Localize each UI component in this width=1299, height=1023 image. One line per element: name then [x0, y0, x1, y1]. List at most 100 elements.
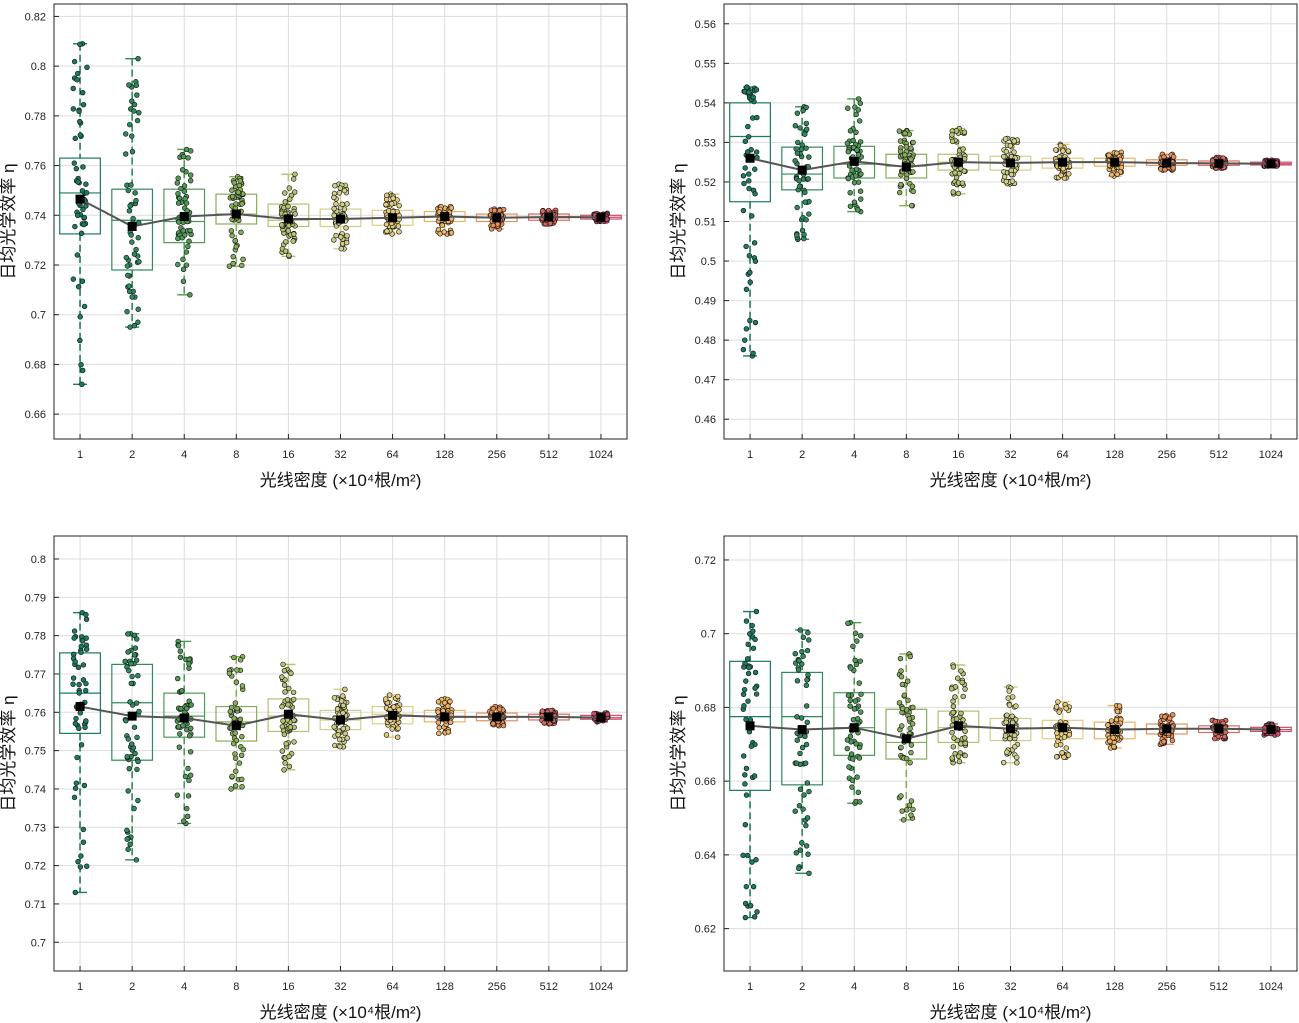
- sample-point: [1111, 743, 1117, 750]
- sample-point: [83, 718, 89, 724]
- sample-point: [751, 914, 758, 920]
- sample-point: [741, 753, 747, 759]
- sample-point: [73, 715, 79, 722]
- sample-point: [1006, 702, 1013, 708]
- x-tick-label: 2: [799, 981, 805, 993]
- sample-point: [754, 114, 760, 121]
- sample-point: [855, 789, 862, 796]
- sample-point: [847, 697, 853, 703]
- sample-point: [740, 852, 746, 859]
- sample-point: [74, 754, 80, 761]
- sample-point: [383, 201, 389, 208]
- sample-point: [131, 652, 138, 658]
- sample-point: [747, 317, 753, 324]
- sample-point: [907, 653, 913, 660]
- sample-point: [792, 123, 799, 129]
- sample-point: [72, 889, 79, 896]
- sample-point: [960, 693, 966, 700]
- sample-point: [291, 717, 297, 723]
- sample-point: [336, 190, 343, 196]
- sample-point: [845, 105, 851, 111]
- sample-points: [70, 41, 90, 388]
- sample-point: [175, 175, 181, 181]
- y-tick-label: 0.66: [695, 776, 716, 788]
- sample-point: [949, 138, 956, 145]
- sample-point: [180, 266, 187, 272]
- sample-point: [442, 700, 448, 706]
- x-tick-label: 256: [1158, 981, 1176, 993]
- sample-point: [180, 722, 186, 729]
- sample-point: [804, 647, 811, 654]
- mean-marker: [388, 710, 398, 720]
- sample-point: [131, 632, 138, 638]
- sample-point: [1108, 718, 1115, 724]
- chart-panel-2: 0.46 0.47 0.48 0.49 0.5 0.51 0.52 0.53 0.54 0.55 0…: [669, 3, 1298, 490]
- sample-point: [857, 139, 864, 145]
- sample-point: [1161, 738, 1167, 745]
- y-tick-label: 0.82: [25, 11, 46, 23]
- x-tick-label: 4: [181, 981, 187, 993]
- sample-point: [80, 206, 86, 213]
- sample-point: [279, 723, 286, 730]
- sample-point: [133, 857, 140, 863]
- sample-point: [123, 717, 129, 724]
- sample-point: [181, 183, 188, 189]
- sample-point: [1002, 733, 1009, 739]
- x-tick-label: 8: [233, 449, 239, 461]
- sample-point: [124, 754, 130, 760]
- mean-marker: [1214, 158, 1224, 168]
- sample-point: [283, 741, 289, 747]
- x-tick-label: 1: [747, 449, 753, 461]
- sample-point: [337, 185, 344, 191]
- sample-point: [287, 724, 294, 730]
- sample-point: [805, 176, 811, 182]
- sample-point: [847, 703, 853, 709]
- sample-point: [742, 138, 749, 145]
- sample-point: [1212, 735, 1218, 742]
- sample-point: [752, 669, 759, 676]
- sample-point: [383, 192, 390, 199]
- sample-point: [395, 223, 402, 229]
- sample-point: [77, 118, 83, 125]
- sample-point: [855, 152, 862, 158]
- sample-point: [286, 185, 293, 191]
- sample-point: [742, 900, 749, 907]
- sample-point: [1055, 699, 1061, 705]
- sample-point: [286, 252, 292, 259]
- sample-points: [174, 146, 194, 298]
- sample-point: [229, 773, 235, 780]
- sample-point: [188, 702, 194, 708]
- sample-point: [1009, 178, 1016, 184]
- sample-point: [187, 772, 194, 778]
- sample-point: [794, 150, 801, 156]
- mean-marker: [440, 712, 450, 722]
- sample-point: [183, 249, 190, 255]
- y-tick-label: 0.8: [31, 61, 46, 73]
- sample-point: [126, 208, 133, 214]
- sample-point: [749, 213, 755, 219]
- sample-point: [743, 678, 749, 684]
- sample-point: [439, 222, 445, 228]
- y-tick-label: 0.7: [31, 310, 46, 322]
- sample-point: [908, 145, 914, 151]
- sample-point: [1066, 171, 1072, 177]
- box-2: [111, 631, 154, 863]
- sample-point: [853, 166, 860, 172]
- mean-marker: [953, 157, 963, 167]
- sample-point: [801, 231, 807, 238]
- sample-point: [131, 724, 138, 730]
- sample-point: [187, 292, 193, 298]
- sample-point: [903, 144, 910, 150]
- sample-point: [743, 792, 750, 798]
- sample-point: [71, 628, 78, 634]
- grid: [54, 536, 627, 971]
- sample-point: [75, 179, 81, 185]
- x-tick-label: 8: [903, 981, 909, 993]
- x-tick-label: 1: [77, 449, 83, 461]
- sample-point: [239, 776, 245, 783]
- sample-point: [183, 200, 190, 206]
- sample-point: [906, 802, 913, 808]
- sample-point: [338, 698, 345, 704]
- x-tick-label: 16: [282, 449, 294, 461]
- sample-point: [286, 753, 292, 760]
